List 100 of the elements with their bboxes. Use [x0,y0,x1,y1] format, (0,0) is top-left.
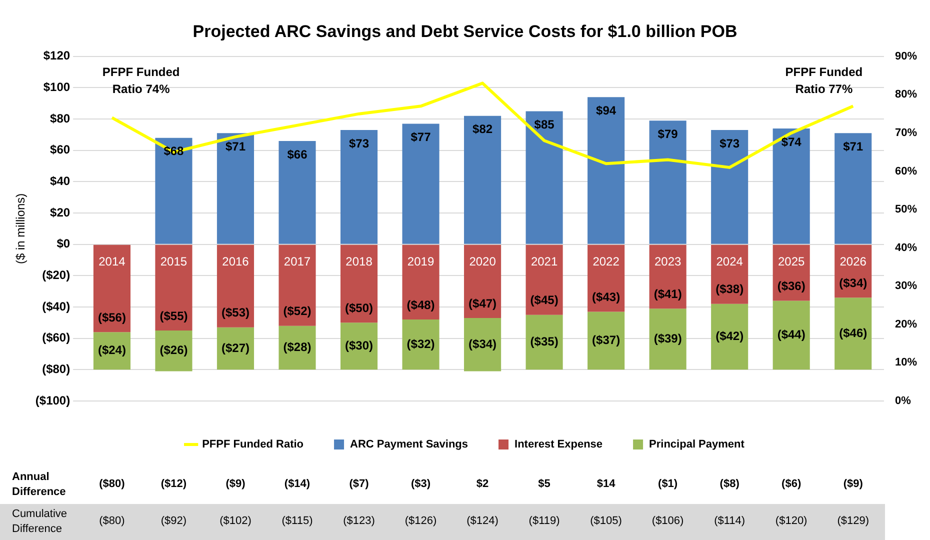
data-label: ($38) [716,282,744,296]
bar [588,97,625,244]
x-tick-label: 2026 [840,254,867,269]
data-label: $66 [287,147,308,162]
y-tick-label: $20 [50,205,70,220]
x-tick-label: 2014 [98,254,126,269]
data-label: ($48) [406,298,435,312]
data-label: ($41) [654,286,682,301]
text: $2 [475,478,490,490]
y2-tick-label: 0% [894,395,912,408]
text: ($14) [283,478,312,490]
bar [340,322,378,370]
text: ($126) [404,515,438,527]
data-label: $71 [225,139,246,154]
text: Annual Difference [12,471,66,498]
x-tick-label: 2024 [716,254,744,269]
text: ($123) [342,515,376,527]
data-label: ($43) [592,290,620,304]
bar [340,130,378,244]
x-tick-label: 2015 [160,254,188,269]
data-label: ($34) [468,336,497,351]
data-label: ($45) [530,293,558,308]
y2-tick-label: 60% [894,165,918,178]
y-tick-label: ($60) [42,330,70,345]
text: ($80) [98,515,126,527]
bar [155,244,192,331]
y2-tick-label: 40% [894,242,918,254]
data-label: ($50) [345,300,374,315]
data-label: ($47) [468,296,497,310]
text: ($102) [218,515,252,527]
x-tick-label: 2017 [284,254,311,269]
data-label: ($56) [98,310,126,324]
bar [278,326,316,370]
data-label: $74 [781,134,802,149]
data-label: $82 [472,122,493,136]
bar [834,298,872,370]
y2-tick-label: 30% [894,280,918,292]
data-label: ($55) [160,308,188,323]
data-label: ($32) [406,336,435,351]
text: ($124) [466,515,500,527]
bar [402,320,440,370]
data-label: ($52) [283,304,312,318]
annotation: PFPF Funded Ratio 74% [101,64,181,98]
data-label: ($35) [530,334,558,349]
chart-title: Projected ARC Savings and Debt Service Costs for $1.0 billion POB [192,22,738,41]
y-tick-label: $60 [50,142,70,157]
data-label: ($46) [839,326,868,340]
text: ($3) [410,478,432,490]
bar [834,133,872,244]
text: Cumulative Difference [12,508,68,535]
bar [216,133,254,244]
bar [588,312,625,370]
x-tick-label: 2020 [469,254,496,269]
data-label: $73 [349,136,370,150]
text: ($92) [160,515,188,527]
text: ($114) [713,515,746,527]
y2-tick-label: 20% [894,318,918,330]
bar [464,318,502,372]
y-tick-label: ($80) [42,362,70,376]
y-tick-label: $0 [56,236,70,251]
data-label: ($28) [283,340,312,354]
text: ($1) [657,478,679,490]
y2-tick-label: 10% [894,356,918,369]
data-label: ($42) [716,329,744,344]
bar [278,244,316,326]
text: ($119) [528,515,561,527]
y-tick-label: ($20) [42,268,70,282]
data-label: ($39) [654,331,682,346]
bar [772,128,810,244]
x-tick-label: 2025 [778,254,806,269]
data-label: ($34) [839,276,868,290]
data-label: ($24) [98,343,126,358]
text: ($129) [836,515,870,527]
x-tick-label: 2023 [654,254,682,269]
data-label: ($27) [221,340,250,355]
text: ($120) [774,515,808,527]
x-tick-label: 2016 [222,254,250,269]
bar [711,304,748,370]
data-label: ($44) [777,328,806,342]
y-axis-title: ($ in millions) [14,193,28,264]
text: ($7) [348,478,370,490]
bar [526,314,563,370]
data-label: $94 [596,103,616,118]
text: ($9) [842,478,864,490]
text: ($9) [224,478,246,490]
bar [402,124,440,244]
x-tick-label: 2021 [530,254,558,269]
text: ($106) [650,515,685,527]
text: $14 [596,478,616,490]
data-label: $77 [410,130,432,144]
bar [155,138,192,244]
x-tick-label: 2018 [346,254,373,269]
legend-label: PFPF Funded Ratio [202,438,304,451]
bar [772,300,810,370]
data-label: $79 [658,126,678,141]
legend-label: Interest Expense [514,438,603,451]
text: $5 [537,478,552,490]
bar [464,244,502,318]
y2-tick-label: 90% [894,50,918,62]
legend-label: ARC Payment Savings [350,438,468,451]
